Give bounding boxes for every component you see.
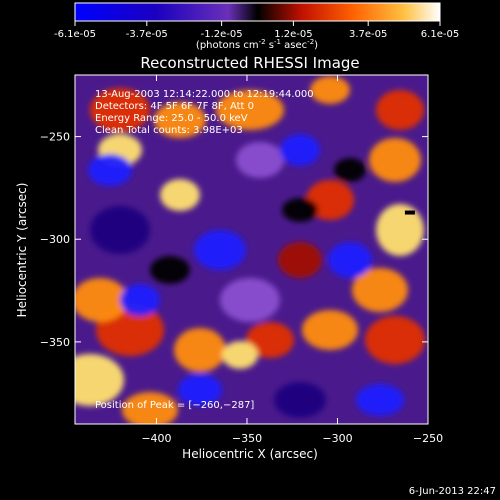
x-tick-label: −250	[413, 432, 443, 445]
colorbar-tick-label: -6.1e-05	[54, 29, 96, 40]
y-axis-ticks: −250 −300 −350	[40, 131, 428, 349]
annotation-line: 13-Aug-2003 12:14:22.000 to 12:19:44.000	[95, 89, 314, 100]
annotation-block: 13-Aug-2003 12:14:22.000 to 12:19:44.000…	[95, 89, 314, 136]
annotation-line: Energy Range: 25.0 - 50.0 keV	[95, 113, 248, 124]
colorbar-tick-label: -3.7e-05	[126, 29, 168, 40]
colorbar-tick-label: 6.1e-05	[421, 29, 459, 40]
chart-title: Reconstructed RHESSI Image	[140, 54, 359, 72]
colorbar-unit-label: (photons cm-2 s-1 asec-2)	[196, 38, 318, 51]
heatmap-image	[75, 75, 428, 424]
plot-frame	[74, 74, 429, 425]
footer-timestamp: 6-Jun-2013 22:47	[409, 486, 496, 497]
x-axis-ticks: −400 −350 −300 −250	[141, 75, 443, 445]
colorbar-tick-label: -1.2e-05	[201, 29, 243, 40]
peak-marker	[404, 210, 415, 215]
colorbar-tick-label: 3.7e-05	[349, 29, 387, 40]
colorbar-ticks	[74, 21, 441, 26]
y-tick-label: −300	[40, 233, 70, 246]
x-tick-label: −350	[232, 432, 262, 445]
y-tick-label: −250	[40, 131, 70, 144]
colorbar	[75, 3, 440, 21]
peak-position-label: Position of Peak = [−260,−287]	[95, 400, 254, 411]
colorbar-frame	[74, 2, 441, 22]
x-axis-label: Heliocentric X (arcsec)	[182, 447, 318, 461]
colorbar-tick-labels: -6.1e-05 -3.7e-05 -1.2e-05 1.2e-05 3.7e-05 6.…	[54, 29, 459, 40]
y-tick-label: −350	[40, 336, 70, 349]
x-tick-label: −400	[141, 432, 171, 445]
x-tick-label: −300	[322, 432, 352, 445]
colorbar-tick-label: 1.2e-05	[274, 29, 312, 40]
annotation-line: Clean Total counts: 3.98E+03	[95, 125, 243, 136]
y-axis-label: Heliocentric Y (arcsec)	[15, 183, 29, 318]
annotation-line: Detectors: 4F 5F 6F 7F 8F, Att 0	[95, 101, 254, 112]
